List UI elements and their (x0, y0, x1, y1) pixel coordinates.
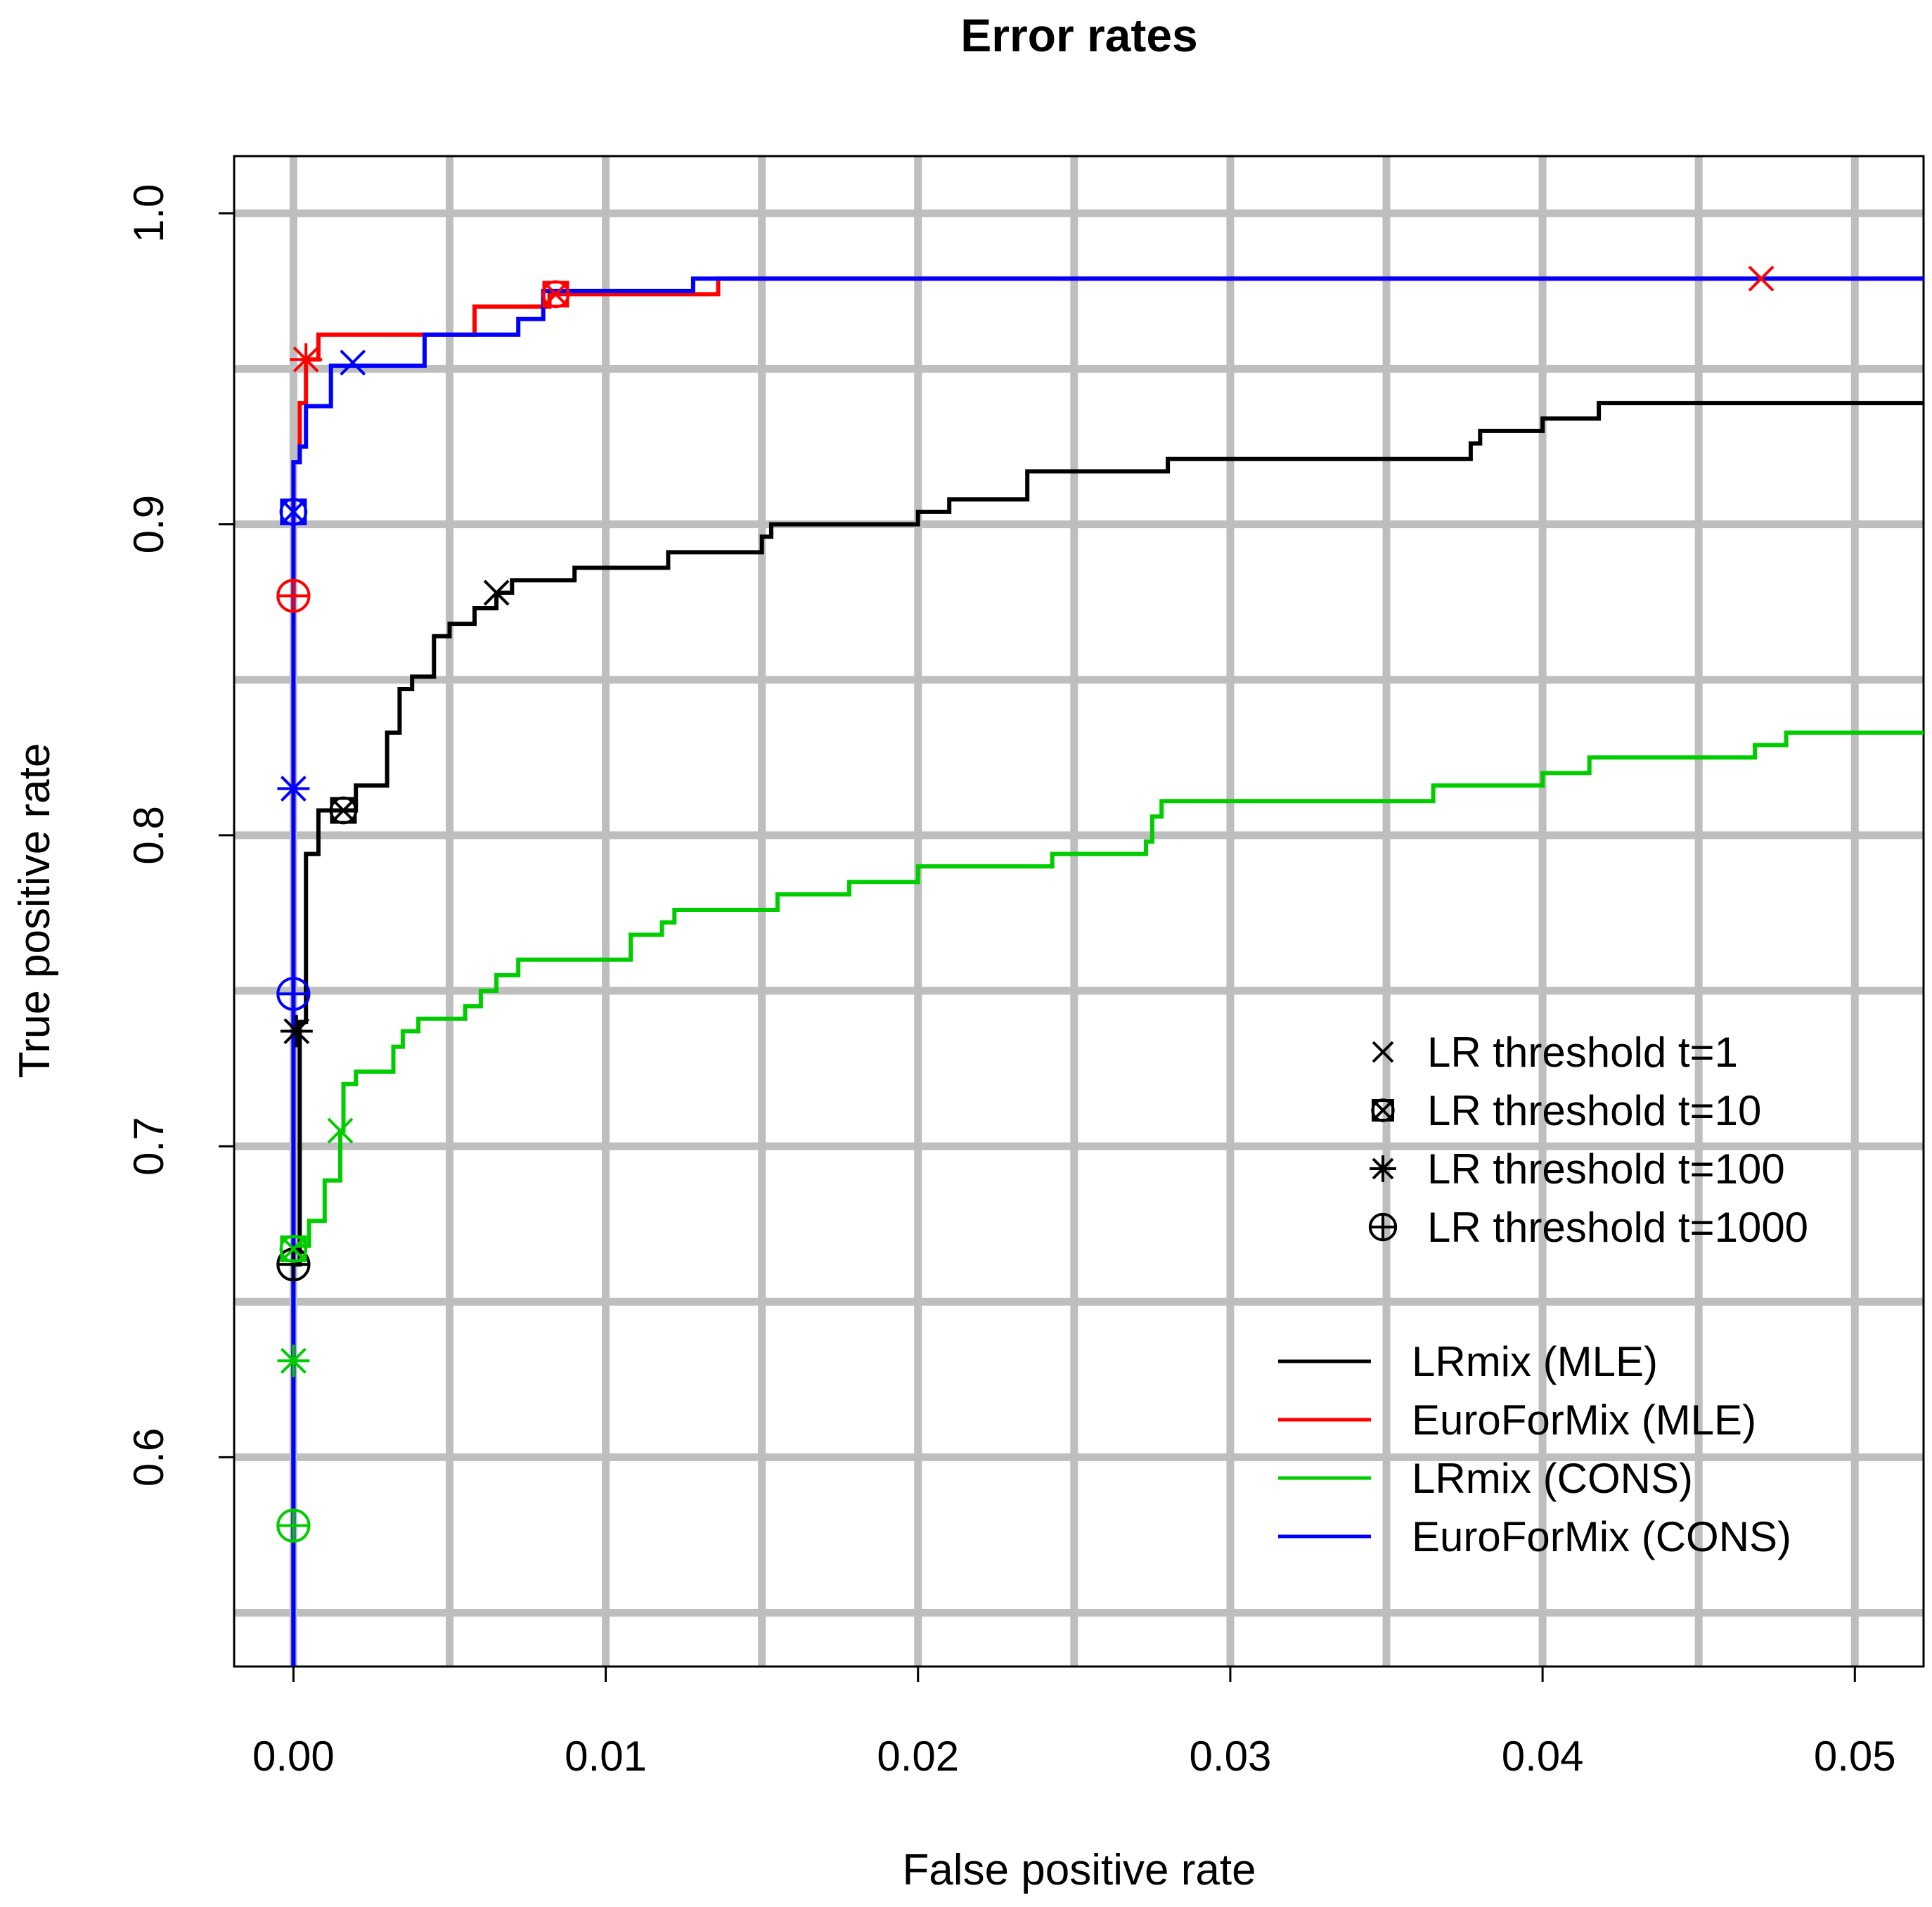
series-line-lrmix-mle (291, 401, 1924, 1667)
threshold-marker-lrmix-mle-cross (483, 579, 510, 606)
series-line-euroformix-mle (291, 276, 1924, 1667)
y-tick-label: 0.8 (125, 806, 172, 864)
threshold-marker-lrmix-cons-boxed-cross (279, 1235, 308, 1263)
marker-stroke (1748, 265, 1775, 292)
marker-legend-label: LR threshold t=10 (1427, 1087, 1761, 1134)
marker-stroke (330, 797, 356, 823)
threshold-markers (276, 265, 1775, 1543)
marker-stroke (327, 1117, 354, 1144)
marker-stroke (1372, 1099, 1394, 1122)
threshold-marker-euroformix-mle-boxed-cross (541, 280, 570, 309)
series-line-euroformix-cons (291, 276, 1924, 1667)
threshold-marker-lrmix-mle-asterisk (280, 1015, 313, 1048)
marker-legend-symbol-circle-plus (1368, 1212, 1398, 1242)
threshold-marker-euroformix-cons-boxed-cross (279, 498, 308, 526)
y-tick-label: 1.0 (125, 184, 172, 243)
marker-stroke (483, 579, 510, 606)
marker-legend-symbol-asterisk (1370, 1155, 1396, 1182)
marker-legend: LR threshold t=1 LR threshold t=10 LR thre… (1368, 1029, 1808, 1251)
series-lines (291, 276, 1924, 1667)
series-legend-label: EuroForMix (CONS) (1412, 1513, 1791, 1560)
threshold-marker-euroformix-cons-circle-plus (276, 977, 311, 1011)
marker-ring (329, 796, 358, 825)
marker-stroke (543, 281, 569, 307)
series-legend-label: LRmix (CONS) (1412, 1455, 1693, 1502)
threshold-marker-euroformix-mle-circle-plus (276, 579, 311, 613)
threshold-marker-lrmix-cons-cross (327, 1117, 354, 1144)
x-tick-label: 0.01 (565, 1733, 647, 1780)
marker-ring (1371, 1098, 1395, 1122)
marker-ring (279, 1235, 308, 1263)
grid (234, 156, 1924, 1667)
axes: 0.00 0.01 0.02 0.03 0.04 0.05 0.6 0.7 0.8 0.9 1.0 (125, 184, 1896, 1780)
marker-ring (541, 280, 570, 309)
x-tick-label: 0.00 (252, 1733, 335, 1780)
threshold-marker-euroformix-cons-cross (340, 349, 366, 376)
y-tick-label: 0.7 (125, 1117, 172, 1175)
y-tick-label: 0.6 (125, 1428, 172, 1487)
threshold-marker-lrmix-cons-circle-plus (276, 1508, 311, 1543)
y-axis-label: True positive rate (11, 743, 59, 1079)
x-tick-label: 0.04 (1502, 1733, 1584, 1780)
marker-legend-label: LR threshold t=100 (1427, 1145, 1785, 1193)
chart-title: Error rates (960, 9, 1198, 61)
x-axis-label: False positive rate (902, 1846, 1256, 1894)
x-tick-label: 0.05 (1814, 1733, 1896, 1780)
series-legend: LRmix (MLE) EuroForMix (MLE) LRmix (CONS) E… (1278, 1338, 1791, 1560)
marker-stroke (280, 1235, 307, 1262)
marker-legend-label: LR threshold t=1 (1427, 1029, 1738, 1076)
marker-stroke (340, 349, 366, 376)
marker-stroke (1372, 1041, 1394, 1063)
threshold-marker-euroformix-mle-asterisk (290, 343, 323, 376)
threshold-marker-euroformix-cons-asterisk (277, 772, 310, 805)
series-line-lrmix-cons (291, 730, 1924, 1667)
threshold-marker-lrmix-cons-asterisk (277, 1344, 310, 1378)
marker-ring (279, 498, 308, 526)
marker-stroke (280, 499, 307, 525)
x-tick-label: 0.02 (877, 1733, 959, 1780)
threshold-marker-euroformix-mle-cross (1748, 265, 1775, 292)
threshold-marker-lrmix-mle-boxed-cross (329, 796, 358, 825)
marker-legend-label: LR threshold t=1000 (1427, 1204, 1808, 1251)
marker-legend-symbol-cross (1372, 1041, 1394, 1063)
series-legend-label: LRmix (MLE) (1412, 1338, 1658, 1385)
series-legend-label: EuroForMix (MLE) (1412, 1396, 1756, 1444)
y-tick-label: 0.9 (125, 495, 172, 553)
marker-legend-symbol-boxed-cross (1371, 1098, 1395, 1122)
x-tick-label: 0.03 (1190, 1733, 1272, 1780)
